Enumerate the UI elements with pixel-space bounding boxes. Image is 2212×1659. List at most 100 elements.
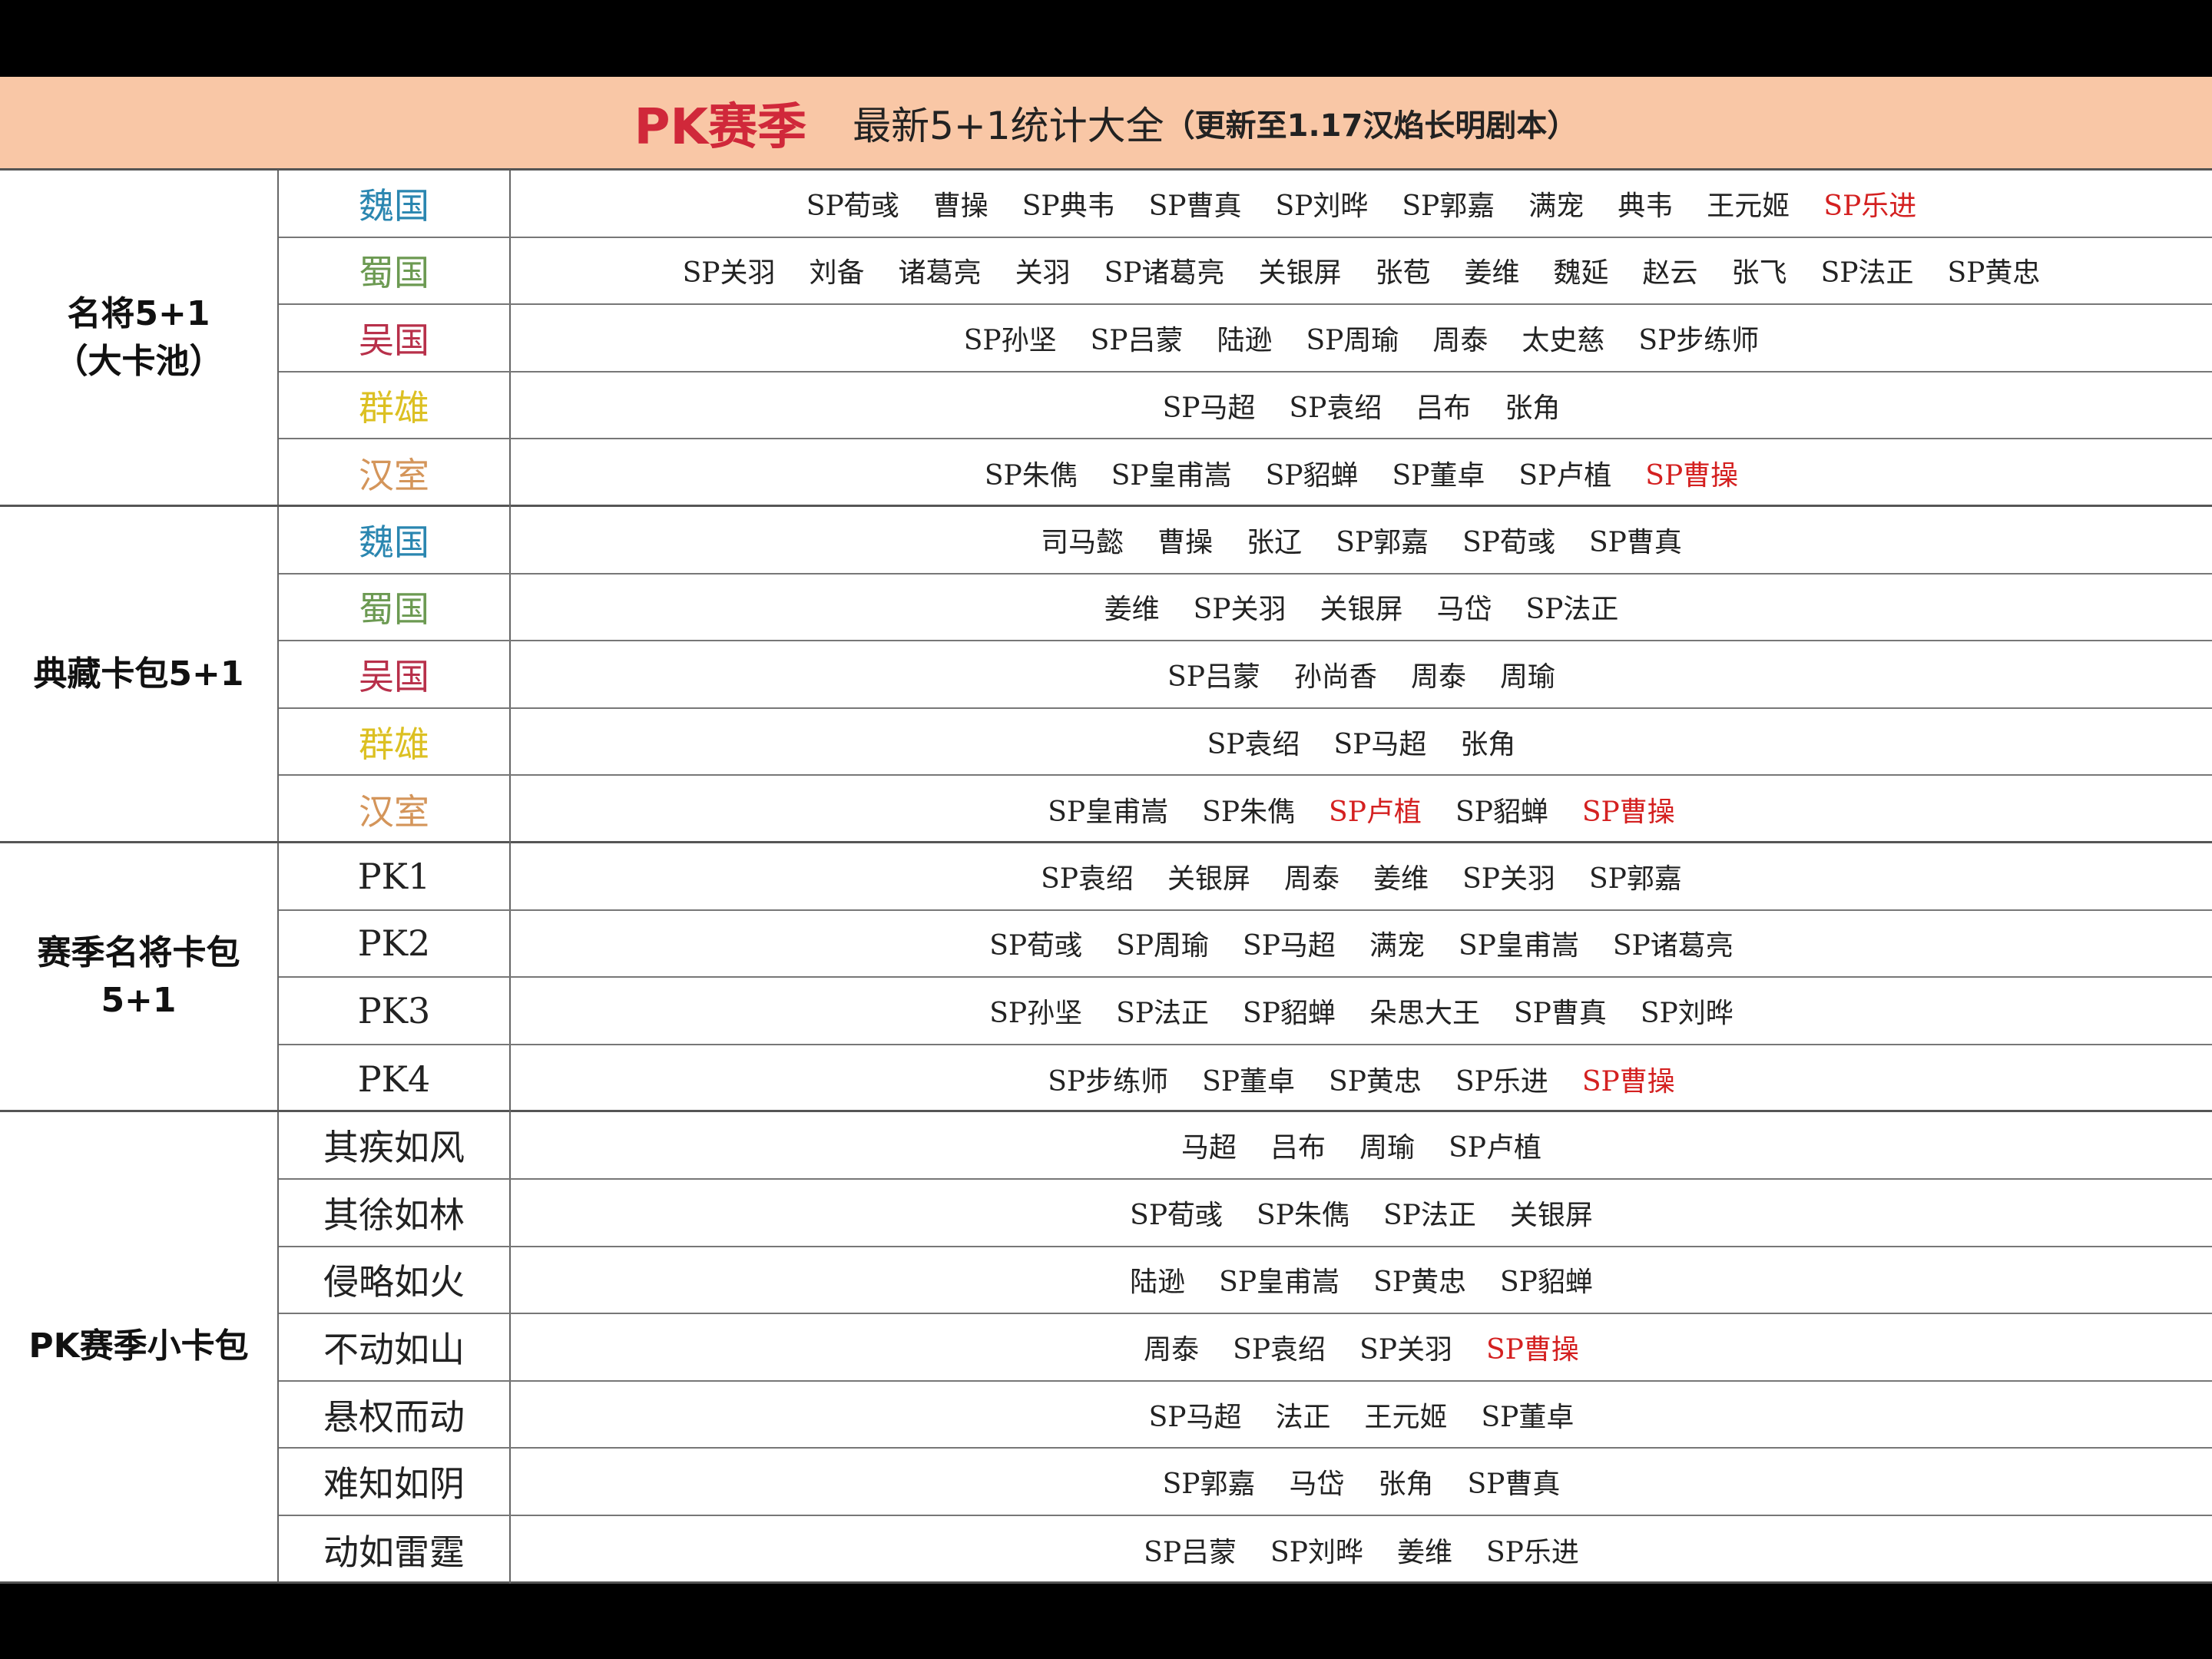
general-name: SP皇甫嵩	[1219, 1267, 1340, 1299]
general-list: SP皇甫嵩 SP朱儁 SP卢植 SP貂蝉 SP曹操	[511, 776, 2212, 843]
pack-group-label: 赛季名将卡包 5+1	[0, 843, 279, 1111]
table-row: 汉室 SP朱儁 SP皇甫嵩 SP貂蝉 SP董卓 SP卢植 SP曹操	[279, 439, 2212, 507]
general-name: SP皇甫嵩	[1111, 460, 1232, 492]
general-name-new: SP曹操	[1581, 1065, 1675, 1098]
general-name: SP荀彧	[806, 190, 899, 222]
title-subtitle: 最新5+1统计大全	[853, 103, 1164, 148]
pack-rows: 魏国 司马懿 曹操 张辽 SP郭嘉 SP荀彧 SP曹真 蜀国 姜维 SP关羽 关银屏 马岱 SP法正 吴国…	[279, 507, 2212, 843]
general-name: SP皇甫嵩	[1048, 796, 1169, 829]
general-list: SP马超 法正 王元姬 SP董卓	[511, 1382, 2212, 1448]
general-name: SP法正	[1382, 1199, 1476, 1231]
row-label: 其疾如风	[279, 1112, 511, 1178]
general-name: 曹操	[932, 190, 988, 222]
row-label: PK1	[279, 843, 511, 909]
row-label: 其徐如林	[279, 1179, 511, 1246]
table-row: 悬权而动 SP马超 法正 王元姬 SP董卓	[279, 1381, 2212, 1449]
general-name: SP董卓	[1481, 1401, 1575, 1433]
general-list: SP步练师 SP董卓 SP黄忠 SP乐进 SP曹操	[511, 1045, 2212, 1113]
general-name: SP马超	[1162, 392, 1256, 424]
general-name: SP荀彧	[1462, 526, 1555, 558]
general-name: SP朱儁	[984, 460, 1078, 492]
general-list: SP袁绍 SP马超 张角	[511, 709, 2212, 775]
table-row: 侵略如火 陆逊 SP皇甫嵩 SP黄忠 SP貂蝉	[279, 1247, 2212, 1315]
general-name: SP马超	[1243, 930, 1336, 962]
general-name: 法正	[1275, 1401, 1331, 1433]
table-row: PK3 SP孙坚 SP法正 SP貂蝉 朵思大王 SP曹真 SP刘晔	[279, 978, 2212, 1045]
general-name: 姜维	[1373, 863, 1429, 895]
title-banner: PK赛季 最新5+1统计大全 （更新至1.17汉焰长明剧本）	[0, 77, 2212, 171]
general-name: SP吕蒙	[1090, 324, 1184, 356]
general-name: 满宠	[1528, 190, 1584, 222]
table-row: 汉室 SP皇甫嵩 SP朱儁 SP卢植 SP貂蝉 SP曹操	[279, 776, 2212, 843]
general-name: SP关羽	[1359, 1333, 1452, 1366]
general-name: 姜维	[1104, 594, 1160, 626]
general-name: SP刘晔	[1270, 1536, 1363, 1568]
pack-group: 名将5+1 （大卡池） 魏国 SP荀彧 曹操 SP典韦 SP曹真 SP刘晔 SP郭嘉 满宠 典韦 王…	[0, 171, 2212, 507]
general-name: 张苞	[1375, 257, 1431, 290]
general-name: SP荀彧	[989, 930, 1083, 962]
general-name: 吕布	[1270, 1132, 1326, 1164]
table-row: 蜀国 姜维 SP关羽 关银屏 马岱 SP法正	[279, 574, 2212, 642]
general-name: SP袁绍	[1233, 1333, 1326, 1366]
general-list: SP孙坚 SP法正 SP貂蝉 朵思大王 SP曹真 SP刘晔	[511, 978, 2212, 1044]
general-name: SP郭嘉	[1402, 190, 1495, 222]
general-name: 陆逊	[1217, 324, 1273, 356]
general-name: SP黄忠	[1329, 1065, 1422, 1098]
general-list: SP荀彧 曹操 SP典韦 SP曹真 SP刘晔 SP郭嘉 满宠 典韦 王元姬 SP乐进	[511, 171, 2212, 237]
general-name: 周泰	[1432, 324, 1488, 356]
row-label: 吴国	[279, 305, 511, 371]
pack-rows: 其疾如风 马超 吕布 周瑜 SP卢植 其徐如林 SP荀彧 SP朱儁 SP法正 关银屏 侵略如火 陆逊 S…	[279, 1112, 2212, 1584]
title-pk-season: PK赛季	[634, 98, 807, 156]
general-name: SP郭嘉	[1588, 863, 1682, 895]
general-name: SP吕蒙	[1144, 1536, 1237, 1568]
title-note: （更新至1.17汉焰长明剧本）	[1164, 108, 1578, 144]
general-name: 周泰	[1410, 661, 1466, 693]
general-name: SP孙坚	[963, 324, 1057, 356]
general-list: SP荀彧 SP朱儁 SP法正 关银屏	[511, 1180, 2212, 1246]
general-name: SP马超	[1333, 728, 1427, 760]
table-row: 吴国 SP孙坚 SP吕蒙 陆逊 SP周瑜 周泰 太史慈 SP步练师	[279, 305, 2212, 373]
general-name: SP刘晔	[1640, 997, 1734, 1029]
table-row: 动如雷霆 SP吕蒙 SP刘晔 姜维 SP乐进	[279, 1515, 2212, 1584]
general-name: SP吕蒙	[1167, 661, 1260, 693]
general-name: 张飞	[1731, 257, 1787, 290]
general-name: SP朱儁	[1202, 796, 1296, 829]
general-name: 关银屏	[1258, 257, 1342, 290]
general-name: 马超	[1181, 1132, 1237, 1164]
general-name: SP曹真	[1148, 190, 1242, 222]
general-name: 周瑜	[1359, 1132, 1416, 1164]
general-list: SP吕蒙 孙尚香 周泰 周瑜	[511, 641, 2212, 707]
general-name: SP周瑜	[1116, 930, 1210, 962]
general-list: 司马懿 曹操 张辽 SP郭嘉 SP荀彧 SP曹真	[511, 507, 2212, 573]
general-name: SP诸葛亮	[1612, 930, 1734, 962]
row-label: PK3	[279, 978, 511, 1044]
general-name-new: SP曹操	[1485, 1333, 1579, 1366]
general-name: 关羽	[1015, 257, 1071, 290]
row-label: 侵略如火	[279, 1247, 511, 1313]
general-name: 赵云	[1642, 257, 1698, 290]
general-name: 姜维	[1396, 1536, 1452, 1568]
table-row: PK1 SP袁绍 关银屏 周泰 姜维 SP关羽 SP郭嘉	[279, 843, 2212, 911]
general-name-new: SP卢植	[1329, 796, 1422, 829]
general-name: 马岱	[1436, 594, 1492, 626]
table-row: 群雄 SP袁绍 SP马超 张角	[279, 708, 2212, 777]
general-list: 马超 吕布 周瑜 SP卢植	[511, 1112, 2212, 1178]
general-name: SP荀彧	[1130, 1199, 1224, 1231]
general-name: 刘备	[809, 257, 865, 290]
general-name: SP袁绍	[1207, 728, 1300, 760]
table-row: 群雄 SP马超 SP袁绍 吕布 张角	[279, 372, 2212, 440]
general-list: SP郭嘉 马岱 张角 SP曹真	[511, 1449, 2212, 1515]
general-name: SP关羽	[1462, 863, 1555, 895]
general-list: SP马超 SP袁绍 吕布 张角	[511, 373, 2212, 439]
general-name: SP貂蝉	[1455, 796, 1548, 829]
general-name: 太史慈	[1522, 324, 1605, 356]
general-name: SP董卓	[1392, 460, 1485, 492]
general-name: 张角	[1505, 392, 1561, 424]
general-name: SP曹真	[1588, 526, 1682, 558]
general-name: SP郭嘉	[1336, 526, 1429, 558]
row-label: 魏国	[279, 171, 511, 237]
table-row: 魏国 SP荀彧 曹操 SP典韦 SP曹真 SP刘晔 SP郭嘉 满宠 典韦 王元姬 SP乐进	[279, 171, 2212, 238]
general-list: SP荀彧 SP周瑜 SP马超 满宠 SP皇甫嵩 SP诸葛亮	[511, 911, 2212, 977]
row-label: 蜀国	[279, 574, 511, 641]
general-name: SP关羽	[682, 257, 776, 290]
